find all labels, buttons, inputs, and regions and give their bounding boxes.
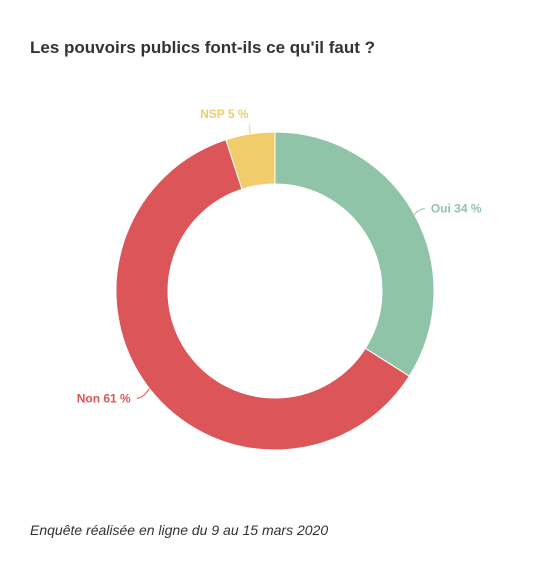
slice-label-oui: Oui 34 % [431,202,482,216]
leader-line-nsp [248,123,251,134]
slice-nsp [225,131,276,190]
slice-labels: Oui 34 % Non 61 % NSP 5 % [77,107,482,405]
leader-line-non [136,388,150,399]
slice-label-nsp: NSP 5 % [200,107,249,121]
label-leader-lines [136,123,425,399]
donut-slices [115,131,435,451]
leader-line-oui [413,208,425,215]
slice-label-non: Non 61 % [77,391,131,405]
survey-note: Enquête réalisée en ligne du 9 au 15 mar… [30,522,329,538]
slice-non [115,139,410,451]
slice-oui [274,131,435,377]
chart-title: Les pouvoirs publics font-ils ce qu'il f… [30,38,376,57]
